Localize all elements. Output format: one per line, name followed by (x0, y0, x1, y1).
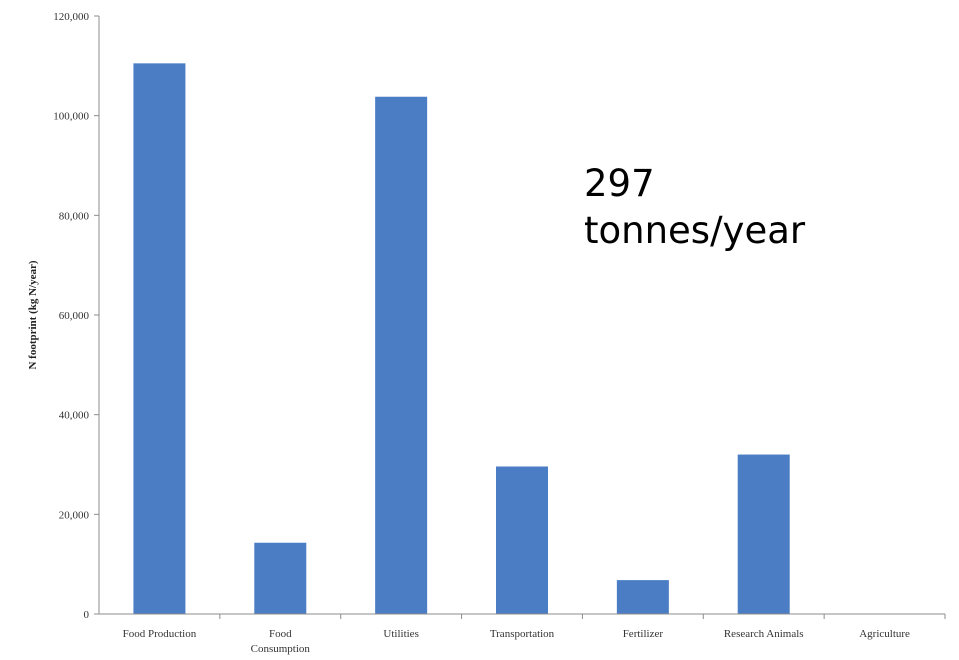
y-tick-label: 40,000 (59, 410, 90, 422)
x-axis: Food Production Food Consumption Utilities T… (99, 613, 946, 655)
bar (737, 454, 790, 614)
x-tick-label: Transportation (490, 628, 555, 640)
total-annotation: 297 tonnes/year (584, 160, 805, 254)
bars (133, 63, 790, 615)
y-tick-label: 0 (84, 609, 90, 621)
x-tick-label: Agriculture (859, 628, 910, 640)
bar (496, 466, 548, 614)
y-axis: 0 20,000 40,000 60,000 80,000 100,000 120,000 (53, 11, 100, 621)
total-value: 297 (584, 162, 655, 205)
y-axis-title: N footprint (kg N/year) (27, 260, 39, 369)
y-tick-label: 20,000 (59, 509, 90, 521)
y-tick-label: 100,000 (53, 111, 89, 123)
x-tick-label: Utilities (383, 628, 418, 640)
bar (133, 63, 186, 614)
bar (616, 580, 669, 614)
x-tick-label: Research Animals (724, 628, 804, 640)
y-tick-label: 120,000 (53, 11, 89, 23)
bar (254, 542, 307, 614)
y-tick-label: 80,000 (59, 210, 90, 222)
total-unit: tonnes/year (584, 209, 806, 252)
x-tick-label: Food Production (123, 628, 197, 640)
y-tick-label: 60,000 (59, 310, 90, 322)
x-tick-label: Food (269, 628, 292, 640)
x-tick-label: Consumption (251, 643, 311, 655)
bar (375, 96, 428, 615)
x-tick-label: Fertilizer (623, 628, 664, 640)
